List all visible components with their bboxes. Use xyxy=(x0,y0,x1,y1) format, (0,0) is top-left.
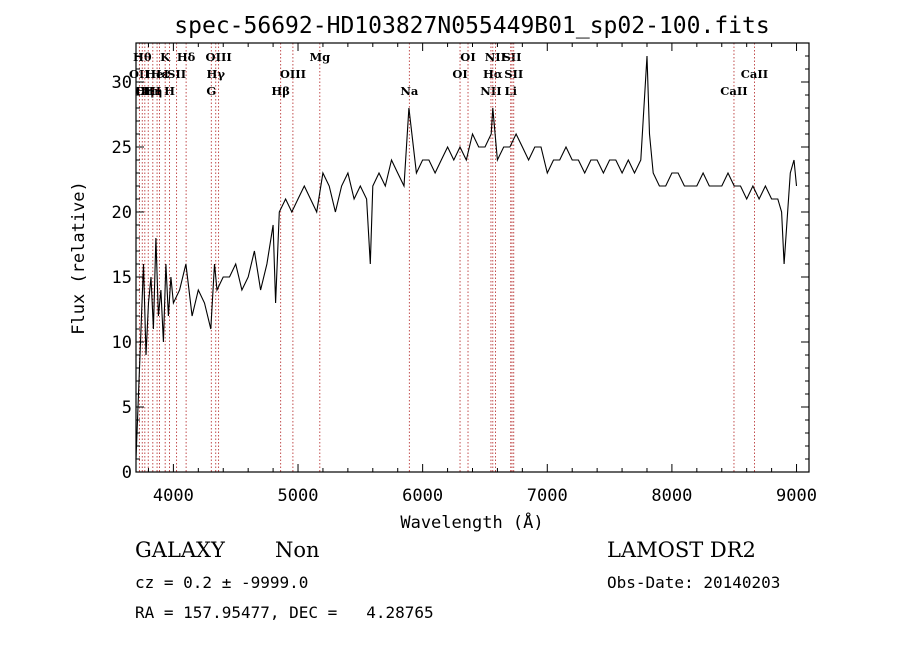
chart-title: spec-56692-HD103827N055449B01_sp02-100.f… xyxy=(174,13,769,39)
line-marker-label-20: NII xyxy=(480,84,501,98)
y-tick-label-3: 15 xyxy=(112,268,132,288)
line-marker-label-21: Hα xyxy=(483,67,503,81)
line-marker-label-22: NII xyxy=(485,50,506,64)
y-tick-label-1: 5 xyxy=(122,398,132,418)
plot-frame xyxy=(135,42,810,473)
line-marker-label-24: SII xyxy=(502,50,521,64)
line-marker-label-14: Hβ xyxy=(271,84,290,98)
redshift-line: cz = 0.2 ± -9999.0 xyxy=(135,573,309,592)
x-axis-label: Wavelength (Å) xyxy=(400,511,543,533)
emission-line-markers: OIIHθHηOIIIHηHeIHεKHSIIHδGHγOIIIHβOIIIMg… xyxy=(129,43,768,472)
line-marker-label-27: CaII xyxy=(741,67,768,81)
line-marker-label-9: SII xyxy=(167,67,186,81)
x-tick-label-4: 8000 xyxy=(651,486,692,506)
ra-dec-line: RA = 157.95477, DEC = 4.28765 xyxy=(135,603,434,622)
line-marker-label-10: Hδ xyxy=(177,50,196,64)
y-tick-label-0: 0 xyxy=(122,463,132,483)
obs-date: Obs-Date: 20140203 xyxy=(607,573,781,592)
line-marker-label-18: OI xyxy=(452,67,467,81)
survey-label: LAMOST DR2 xyxy=(607,538,756,562)
line-marker-label-5: HeI xyxy=(145,67,169,81)
y-tick-label-4: 20 xyxy=(112,203,132,223)
y-tick-label-2: 10 xyxy=(112,333,132,353)
line-marker-label-26: CaII xyxy=(720,84,747,98)
x-tick-label-2: 6000 xyxy=(402,486,443,506)
line-marker-label-17: Na xyxy=(400,84,419,98)
line-marker-label-7: K xyxy=(160,50,171,64)
line-marker-label-6: Hε xyxy=(151,67,169,81)
y-axis-ticks: 0 5 10 15 20 25 30 xyxy=(112,55,809,483)
line-marker-label-25: SII xyxy=(504,67,523,81)
line-marker-label-12: Hγ xyxy=(207,67,226,81)
line-marker-label-8: H xyxy=(164,84,175,98)
y-axis-label: Flux (relative) xyxy=(69,181,89,335)
object-subclass: Non xyxy=(275,538,320,562)
line-marker-label-2: Hη xyxy=(135,84,154,98)
line-marker-label-13: OIII xyxy=(206,50,232,64)
line-marker-label-15: OIII xyxy=(280,67,306,81)
x-tick-label-1: 5000 xyxy=(278,486,319,506)
line-marker-label-19: OI xyxy=(460,50,475,64)
line-marker-label-3: OIII xyxy=(135,84,161,98)
y-tick-label-6: 30 xyxy=(112,73,132,93)
x-tick-label-0: 4000 xyxy=(153,486,194,506)
line-marker-label-16: Mg xyxy=(309,50,330,64)
y-tick-label-5: 25 xyxy=(112,138,132,158)
spectrum-line xyxy=(135,55,798,460)
spectrum-series xyxy=(135,55,798,460)
line-marker-label-23: Li xyxy=(505,84,518,98)
line-marker-label-4: Hη xyxy=(143,84,162,98)
object-class: GALAXY xyxy=(135,538,225,562)
line-marker-label-1: Hθ xyxy=(133,50,152,64)
x-tick-label-3: 7000 xyxy=(527,486,568,506)
line-marker-label-0: OII xyxy=(129,67,150,81)
x-tick-label-5: 9000 xyxy=(776,486,817,506)
x-axis-ticks: 4000 5000 6000 7000 8000 9000 xyxy=(147,43,817,506)
line-marker-label-11: G xyxy=(206,84,216,98)
